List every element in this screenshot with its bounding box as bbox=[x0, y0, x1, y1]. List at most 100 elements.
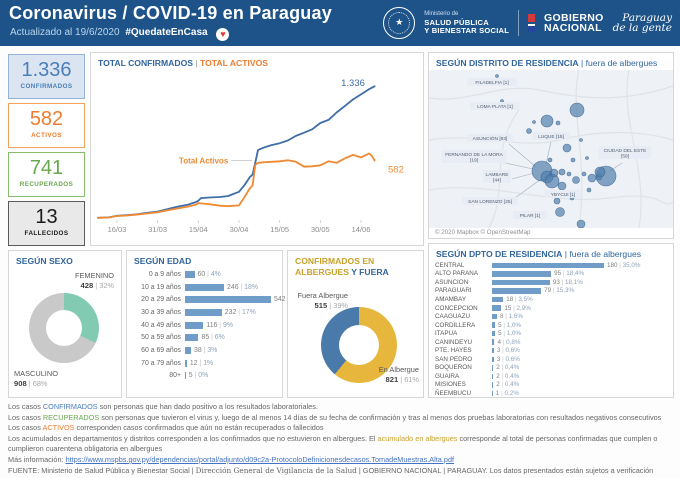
dpto-category: SAN PEDRO bbox=[435, 355, 473, 363]
dpto-bar bbox=[492, 271, 552, 277]
stat-label: FALLECIDOS bbox=[24, 230, 69, 237]
footer-text: FUENTE: Ministerio de Salud Pública y Bi… bbox=[8, 465, 196, 475]
edad-bar-chart: 0 a 9 años 60 | 4% 10 a 19 años 246 | 18% 20… bbox=[127, 268, 305, 383]
dpto-bar bbox=[492, 373, 494, 380]
edad-row: 80+ 5 | 0% bbox=[127, 370, 282, 383]
dpto-value: 15 | 2,9% bbox=[504, 304, 531, 312]
edad-bar bbox=[185, 270, 195, 278]
dpto-bar bbox=[492, 339, 495, 345]
stat-label: ACTIVOS bbox=[31, 132, 62, 139]
albergues-donut-chart bbox=[321, 307, 397, 383]
footer-line: Los casos CONFIRMADOS son personas que h… bbox=[8, 402, 674, 413]
edad-bar bbox=[185, 372, 186, 380]
edad-category: 0 a 9 años bbox=[148, 270, 181, 278]
edad-row: 30 a 39 años 232 | 17% bbox=[127, 306, 282, 319]
dpto-category: AMAMBAY bbox=[435, 295, 467, 303]
header-bar: Coronavirus / COVID-19 en Paraguay Actua… bbox=[0, 0, 680, 46]
footer-text: son personas que han dado positivo a los… bbox=[97, 402, 318, 411]
footer-text: Los acumulados en departamentos y distri… bbox=[8, 433, 378, 443]
svg-text:FERNANDO DE LA MORA: FERNANDO DE LA MORA bbox=[445, 152, 503, 158]
paraguay-slogan: Paraguay de la gente bbox=[612, 12, 672, 34]
edad-value: 38 | 3% bbox=[194, 346, 218, 354]
svg-text:[59]: [59] bbox=[621, 154, 629, 160]
dpto-category: PTE. HAYES bbox=[435, 347, 472, 355]
dpto-panel: SEGÚN DPTO DE RESIDENCIA | fuera de albe… bbox=[428, 243, 674, 398]
footer-line: Los casos RECUPERADOS son personas que t… bbox=[8, 413, 674, 424]
svg-text:16/03: 16/03 bbox=[108, 225, 127, 234]
updated-text: Actualizado al 19/6/2020 bbox=[10, 27, 120, 38]
footer-line: Los acumulados en departamentos y distri… bbox=[8, 434, 674, 455]
stat-card-recuperados: 741 RECUPERADOS bbox=[8, 152, 85, 197]
more-info-link[interactable]: https://www.mspbs.gov.py/dependencias/po… bbox=[65, 454, 455, 464]
dpto-value: 3 | 0,6% bbox=[496, 355, 520, 363]
dpto-title: SEGÚN DPTO DE RESIDENCIA | fuera de albe… bbox=[436, 249, 642, 259]
svg-text:30/04: 30/04 bbox=[230, 225, 249, 234]
gobierno-flag-icon bbox=[528, 14, 536, 32]
dpto-bar bbox=[492, 347, 494, 354]
dpto-value: 3 | 0,6% bbox=[496, 347, 520, 355]
dpto-category: ITAPUA bbox=[435, 330, 458, 338]
sexo-donut-chart bbox=[29, 293, 99, 363]
dpto-category: ASUNCION bbox=[435, 278, 469, 286]
svg-text:1.336: 1.336 bbox=[341, 78, 365, 89]
hashtag: #QuedateEnCasa bbox=[125, 27, 208, 38]
edad-row: 10 a 19 años 246 | 18% bbox=[127, 281, 282, 294]
dpto-value: 5 | 1,0% bbox=[498, 330, 522, 338]
svg-text:[44]: [44] bbox=[493, 178, 501, 184]
edad-row: 0 a 9 años 60 | 4% bbox=[127, 268, 282, 281]
dpto-row: CAAGUAZU 8 | 1,6% bbox=[429, 312, 673, 321]
dpto-row: ALTO PARANA 95 | 18,4% bbox=[429, 270, 673, 279]
edad-bar bbox=[185, 359, 187, 367]
footer-text: Más información: bbox=[8, 454, 66, 464]
stat-value: 1.336 bbox=[21, 59, 72, 81]
svg-text:582: 582 bbox=[388, 165, 404, 176]
svg-text:[19]: [19] bbox=[470, 158, 478, 164]
heart-icon: ♥ bbox=[216, 28, 230, 41]
dpto-category: BOQUERON bbox=[435, 364, 472, 372]
dpto-row: MISIONES 2 | 0,4% bbox=[429, 381, 673, 390]
dpto-row: CONCEPCION 15 | 2,9% bbox=[429, 304, 673, 313]
dpto-value: 18 | 3,5% bbox=[506, 295, 533, 303]
dpto-row: PARAGUARI 79 | 15,3% bbox=[429, 287, 673, 296]
edad-row: 70 a 79 años 12 | 1% bbox=[127, 357, 282, 370]
dpto-category: CENTRAL bbox=[435, 261, 465, 269]
dpto-value: 180 | 35,0% bbox=[607, 261, 641, 269]
page-title: Coronavirus / COVID-19 en Paraguay bbox=[9, 3, 332, 23]
svg-text:31/03: 31/03 bbox=[148, 225, 167, 234]
footer-text: son personas que tuvieron el virus y, lu… bbox=[99, 412, 662, 422]
edad-value: 116 | 9% bbox=[206, 321, 233, 329]
dpto-category: CORDILLERA bbox=[435, 321, 476, 329]
trend-chart-svg: 16/03 31/03 15/04 30/04 15/05 30/05 14/06 1.336… bbox=[97, 78, 404, 234]
dpto-category: CANINDEYU bbox=[435, 338, 473, 346]
dpto-category: MISIONES bbox=[435, 381, 466, 389]
dpto-bar-chart: CENTRAL 180 | 35,0% ALTO PARANA 95 | 18,4% A… bbox=[429, 261, 673, 398]
dpto-value: 5 | 1,0% bbox=[498, 321, 522, 329]
dpto-row: CANINDEYU 4 | 0,8% bbox=[429, 338, 673, 347]
edad-value: 60 | 4% bbox=[197, 270, 221, 278]
edad-category: 10 a 19 años bbox=[141, 283, 181, 291]
svg-text:ASUNCIÓN [93]: ASUNCIÓN [93] bbox=[473, 135, 508, 142]
edad-bar bbox=[185, 346, 192, 354]
dpto-row: SAN PEDRO 3 | 0,6% bbox=[429, 355, 673, 364]
svg-text:Total Activos: Total Activos bbox=[179, 156, 229, 165]
stat-value: 13 bbox=[35, 206, 58, 228]
dpto-row: CENTRAL 180 | 35,0% bbox=[429, 261, 673, 270]
edad-category: 40 a 49 años bbox=[141, 321, 181, 329]
dpto-bar bbox=[492, 382, 494, 388]
stat-value: 741 bbox=[29, 157, 64, 179]
district-map[interactable]: FILADELFIA [1] LOMA PLATA [1] ASUNCIÓN [93… bbox=[429, 70, 673, 228]
footer-text: ACTIVOS bbox=[42, 423, 75, 433]
svg-text:LUQUE [15]: LUQUE [15] bbox=[538, 134, 564, 140]
dpto-value: 2 | 0,4% bbox=[496, 364, 520, 372]
updated-line: Actualizado al 19/6/2020 #QuedateEnCasa … bbox=[10, 27, 230, 41]
svg-text:CIUDAD DEL ESTE: CIUDAD DEL ESTE bbox=[604, 148, 647, 154]
footer-notes: Los casos CONFIRMADOS son personas que h… bbox=[8, 402, 674, 476]
albergues-panel: CONFIRMADOS EN ALBERGUES Y FUERA Fuera A… bbox=[287, 250, 424, 398]
edad-row: 60 a 69 años 38 | 3% bbox=[127, 344, 282, 357]
dpto-category: PARAGUARI bbox=[435, 287, 472, 295]
map-title: SEGÚN DISTRITO DE RESIDENCIA | fuera de … bbox=[436, 58, 658, 68]
albergues-title: CONFIRMADOS EN ALBERGUES Y FUERA bbox=[295, 256, 389, 277]
edad-bar bbox=[185, 296, 271, 304]
dpto-category: ALTO PARANA bbox=[435, 270, 479, 278]
edad-category: 60 a 69 años bbox=[141, 346, 181, 354]
